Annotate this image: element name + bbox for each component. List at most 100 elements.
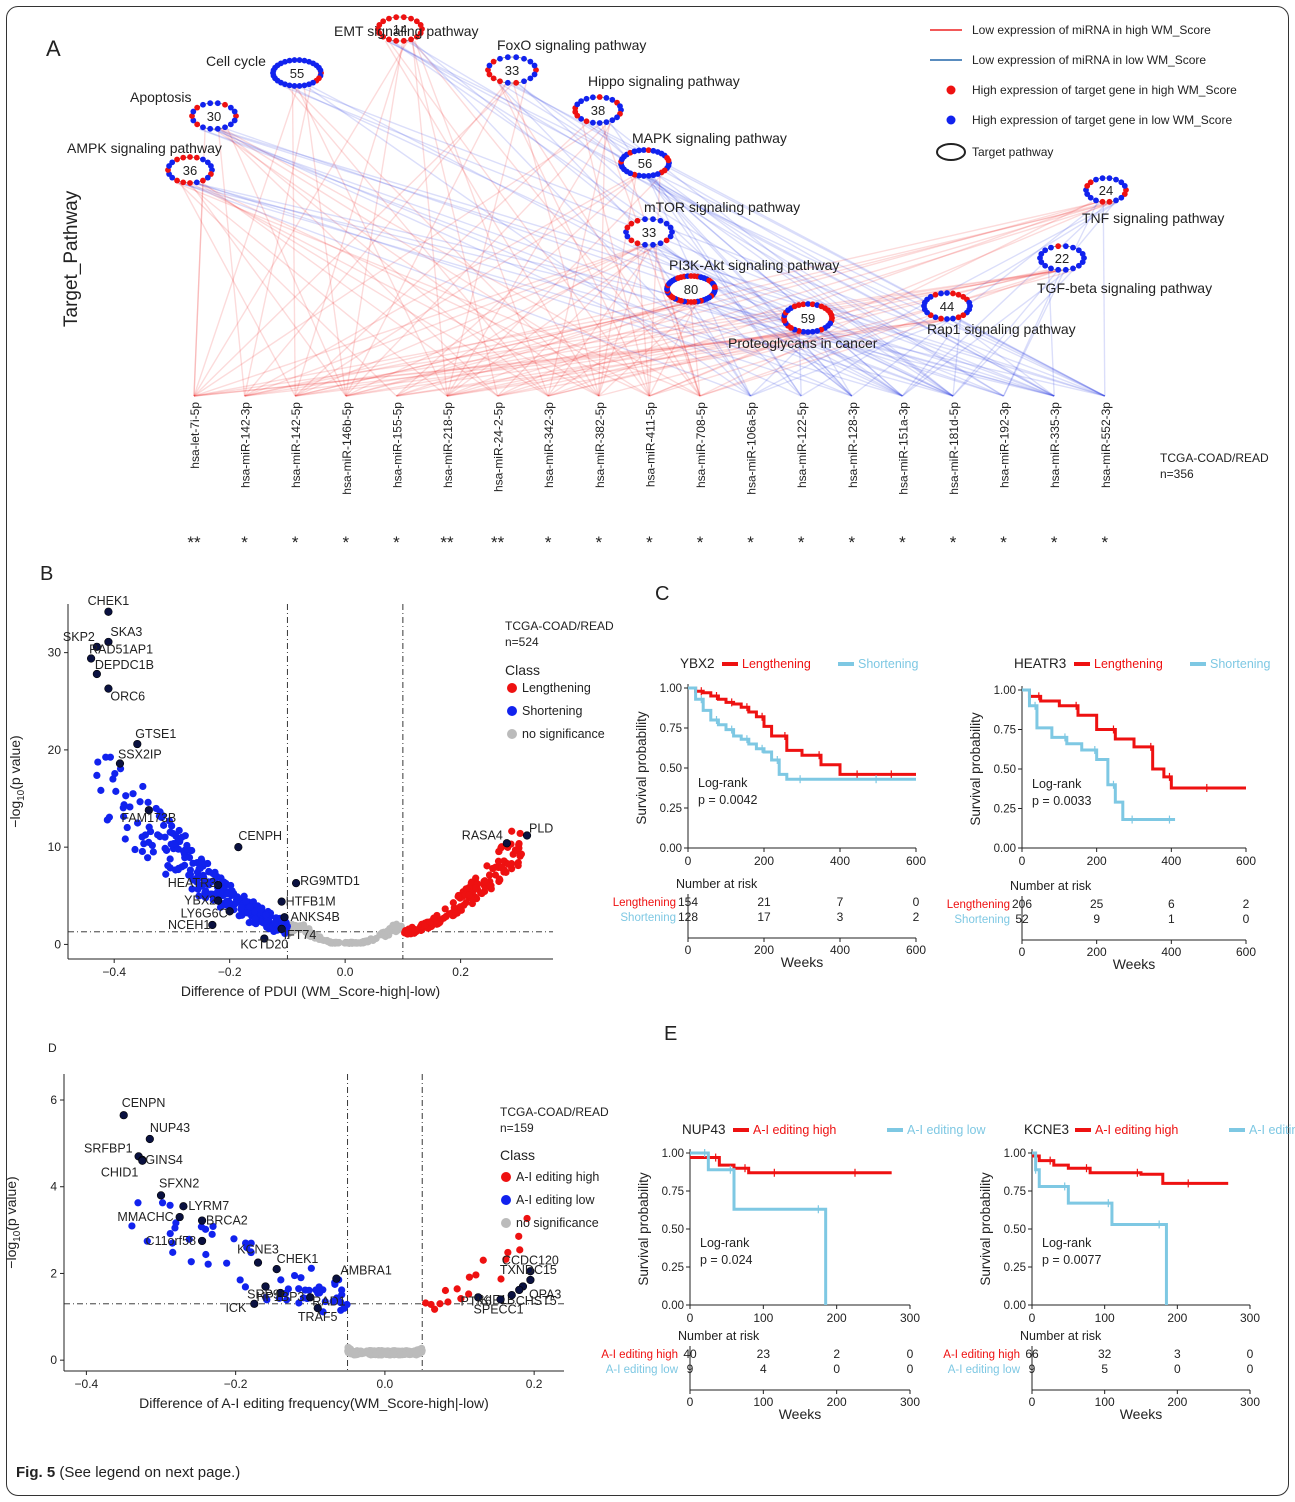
pathway-gene-dot <box>1048 265 1054 272</box>
km-y-tick-label: 1.00 <box>662 1148 684 1160</box>
network-edge <box>446 318 956 397</box>
network-edge <box>213 128 802 397</box>
network-edge <box>446 301 682 397</box>
grey-point <box>326 938 334 946</box>
pathway-count: 22 <box>1055 251 1069 266</box>
km-risk-count: 5 <box>1101 1362 1108 1376</box>
pathway-gene-dot <box>386 36 392 43</box>
legend-dot-key <box>946 115 956 125</box>
pathway-count: 59 <box>801 311 815 326</box>
blue-point <box>216 889 224 897</box>
network-edge <box>1102 201 1106 397</box>
network-edge <box>750 318 952 397</box>
red-point <box>453 1285 461 1293</box>
blue-point <box>140 840 148 848</box>
pathway-gene-dot <box>800 301 807 308</box>
red-point <box>485 871 494 879</box>
pathway-gene-dot <box>596 94 603 100</box>
pathway-gene-dot <box>497 55 503 62</box>
pathway-gene-dot <box>583 118 590 125</box>
pathway-gene-dot <box>301 82 308 89</box>
pathway-gene-dot <box>291 83 298 89</box>
pathway-gene-dot <box>296 83 303 89</box>
network-edge <box>190 182 600 397</box>
red-point <box>498 864 506 872</box>
labeled-point <box>253 1258 263 1267</box>
pathway-gene-dot <box>233 113 239 119</box>
pathway-gene-dot <box>642 216 648 223</box>
network-edge <box>189 182 347 397</box>
mirna-significance: * <box>241 533 248 552</box>
network-edge <box>193 244 646 397</box>
gene-label: AMBRA1 <box>340 1264 391 1278</box>
gene-label: PTK6 <box>461 1294 492 1308</box>
network-edge <box>653 244 701 397</box>
pathway-node: 80 PI3K-Akt signaling pathway <box>664 257 839 305</box>
panel-label-a: A <box>46 36 61 61</box>
km-risk-tick-label: 300 <box>1240 1395 1260 1409</box>
network-edge <box>295 301 693 397</box>
km-legend-label: Lengthening <box>1094 657 1163 671</box>
km-risk-group-label: Shortening <box>954 914 1010 926</box>
labeled-point <box>225 907 234 916</box>
pathway-gene-dot <box>200 124 206 131</box>
pathway-count: 24 <box>1099 183 1113 198</box>
grey-point <box>302 928 310 936</box>
grey-point <box>397 922 405 930</box>
blue-point <box>119 812 128 821</box>
legend-label: Target pathway <box>972 145 1053 159</box>
km-x-tick-label: 0 <box>685 854 692 868</box>
network-edge <box>387 40 1055 397</box>
labeled-point <box>175 1212 184 1222</box>
gene-label: KCNE3 <box>237 1243 279 1257</box>
network-edge <box>296 85 448 397</box>
pathway-gene-dot <box>636 172 642 179</box>
km-legend-label: Lengthening <box>742 657 811 671</box>
blue-point <box>185 1235 193 1243</box>
km-x-tick-label: 300 <box>900 1311 920 1325</box>
pathway-node: 36 AMPK signaling pathway <box>67 140 222 186</box>
pathway-gene-dot <box>531 71 538 78</box>
blue-point <box>305 1286 313 1294</box>
km-risk-count: 2 <box>833 1347 840 1361</box>
red-point <box>515 841 523 849</box>
network-edge <box>510 82 1055 397</box>
network-edge <box>414 40 549 397</box>
network-edge <box>291 85 600 397</box>
pathway-gene-dot <box>805 301 811 307</box>
km-legend-label: Shortening <box>1210 657 1271 671</box>
mirna-significance: * <box>292 533 299 552</box>
pathway-gene-dot <box>207 125 214 132</box>
grey-point <box>332 938 341 946</box>
blue-point <box>174 865 182 874</box>
mirna-label: hsa-miR-151a-3p <box>896 402 910 495</box>
pathway-gene-dot <box>645 147 652 154</box>
y-tick-label: 20 <box>48 743 62 757</box>
labeled-point <box>86 654 96 663</box>
km-risk-group-label: Lengthening <box>947 899 1010 911</box>
figure-caption: Fig. 5 (See legend on next page.) <box>16 1464 240 1481</box>
network-edge <box>901 318 963 397</box>
pathway-gene-dot <box>650 216 656 223</box>
blue-point <box>295 1285 303 1293</box>
mirna-significance: * <box>950 533 957 552</box>
pathway-gene-dot <box>966 299 973 306</box>
pathway-count: 56 <box>638 156 652 171</box>
network-edge <box>345 40 404 397</box>
labeled-point <box>280 913 289 922</box>
network-edge <box>345 201 1110 397</box>
blue-point <box>160 821 168 829</box>
network-edge <box>506 82 1106 397</box>
network-edge <box>649 201 1112 397</box>
blue-point <box>144 798 152 806</box>
km-risk-tick-label: 100 <box>753 1395 773 1409</box>
network-edge <box>598 301 701 397</box>
network-edge <box>851 201 1102 397</box>
mirna-label: hsa-miR-142-5p <box>289 402 303 488</box>
labeled-point <box>234 843 243 852</box>
pathway-gene-dot <box>1070 265 1076 272</box>
blue-point <box>243 1243 251 1252</box>
pathway-gene-dot <box>932 291 939 298</box>
pathway-gene-dot <box>609 117 616 124</box>
